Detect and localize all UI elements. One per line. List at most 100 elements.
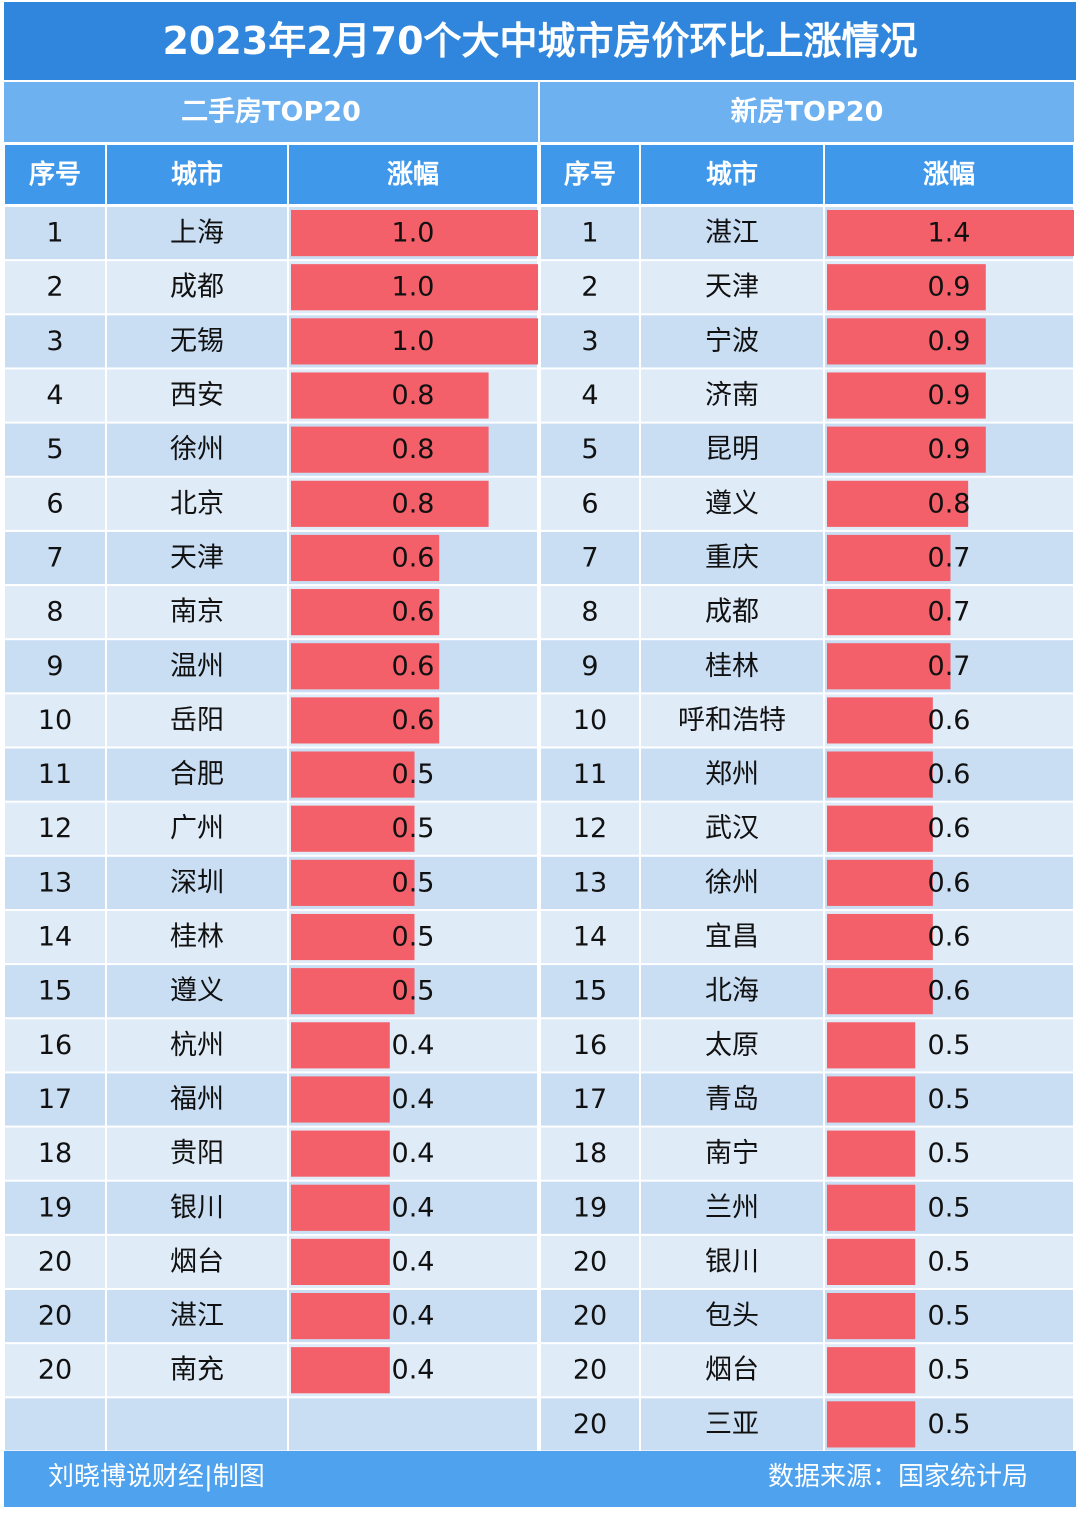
row-cell — [641, 694, 823, 747]
row-cell — [107, 315, 287, 368]
row-cell — [5, 694, 105, 747]
row-cell — [541, 423, 639, 476]
column-header-cell — [5, 145, 105, 204]
rank: 7 — [46, 542, 63, 573]
footer-right: 数据来源：国家统计局 — [768, 1462, 1028, 1492]
bar — [827, 751, 933, 798]
city: 宁波 — [705, 326, 759, 357]
bar — [827, 859, 933, 906]
rank: 13 — [573, 867, 607, 898]
row-cell — [107, 1073, 287, 1126]
row-cell — [541, 910, 639, 964]
row-cell — [541, 477, 639, 530]
city: 贵阳 — [170, 1138, 224, 1169]
bar — [291, 264, 538, 311]
row-cell — [541, 369, 639, 422]
bar — [291, 589, 440, 636]
value-label: 0.7 — [928, 651, 971, 682]
row-cell — [5, 261, 105, 314]
row-cell — [641, 640, 823, 693]
row-cell — [107, 694, 287, 747]
row-cell — [107, 477, 287, 530]
bar — [827, 913, 933, 961]
value-label: 0.6 — [928, 922, 971, 953]
column-header: 涨幅 — [923, 160, 975, 190]
value-label: 0.5 — [928, 1084, 971, 1115]
rank: 17 — [38, 1084, 72, 1115]
row-cell — [541, 1073, 639, 1126]
row-cell — [641, 1181, 823, 1234]
row-cell — [641, 261, 823, 314]
bar — [291, 805, 415, 852]
bar — [827, 480, 969, 527]
rank: 5 — [46, 434, 63, 465]
value-label: 0.5 — [928, 1138, 971, 1169]
city: 昆明 — [705, 434, 759, 465]
value-label: 0.4 — [392, 1192, 435, 1223]
city: 重庆 — [705, 542, 759, 573]
row-cell — [107, 261, 287, 314]
rank: 2 — [581, 272, 598, 303]
city: 南京 — [170, 597, 224, 628]
city: 郑州 — [705, 759, 759, 790]
title: 2023年2月70个大中城市房价环比上涨情况 — [162, 19, 917, 63]
bar — [827, 1184, 916, 1231]
city: 遵义 — [170, 976, 224, 1007]
bar — [827, 534, 951, 582]
value-label: 0.4 — [392, 1138, 435, 1169]
column-header-cell — [107, 145, 287, 204]
row-cell — [541, 1398, 639, 1451]
row-cell — [107, 965, 287, 1018]
city: 西安 — [170, 380, 224, 411]
rank: 20 — [38, 1355, 72, 1386]
rank: 1 — [581, 218, 598, 249]
value-label: 0.8 — [392, 434, 435, 465]
rank: 9 — [46, 651, 63, 682]
rank: 12 — [38, 813, 72, 844]
row-cell — [641, 856, 823, 909]
row-cell — [641, 369, 823, 422]
bar — [291, 1238, 390, 1285]
rank: 7 — [581, 542, 598, 573]
city: 宜昌 — [705, 922, 759, 953]
bar — [291, 697, 440, 744]
city: 遵义 — [705, 488, 759, 519]
rank: 1 — [46, 218, 63, 249]
row-cell — [541, 531, 639, 585]
city: 济南 — [705, 380, 759, 411]
city: 烟台 — [170, 1246, 224, 1277]
row-cell — [541, 207, 639, 260]
row-cell — [641, 802, 823, 855]
row-cell — [107, 748, 287, 801]
row-cell — [541, 1019, 639, 1072]
city: 武汉 — [705, 813, 759, 844]
column-header-cell — [289, 145, 537, 204]
value-label: 1.4 — [928, 218, 971, 249]
row-cell — [107, 207, 287, 260]
rank: 5 — [581, 434, 598, 465]
value-label: 0.7 — [928, 597, 971, 628]
city: 太原 — [705, 1030, 759, 1061]
value-label: 0.5 — [928, 1192, 971, 1223]
rank: 3 — [46, 326, 63, 357]
rank: 20 — [573, 1246, 607, 1277]
row-cell — [641, 1398, 823, 1451]
row-cell — [5, 1344, 105, 1397]
row-cell — [541, 856, 639, 909]
row-cell — [541, 694, 639, 747]
value-label: 0.5 — [392, 813, 435, 844]
value-label: 0.6 — [928, 705, 971, 736]
row-cell — [641, 1073, 823, 1126]
row-cell — [5, 1235, 105, 1288]
row-cell — [5, 423, 105, 476]
row-cell — [107, 1127, 287, 1180]
value-label: 0.4 — [392, 1355, 435, 1386]
bar — [291, 913, 415, 961]
rank: 11 — [573, 759, 607, 790]
table-heading: 新房TOP20 — [731, 96, 884, 128]
rank: 18 — [573, 1138, 607, 1169]
column-header: 城市 — [706, 159, 758, 190]
table-heading-cell — [540, 82, 1074, 142]
value-label: 0.5 — [392, 976, 435, 1007]
